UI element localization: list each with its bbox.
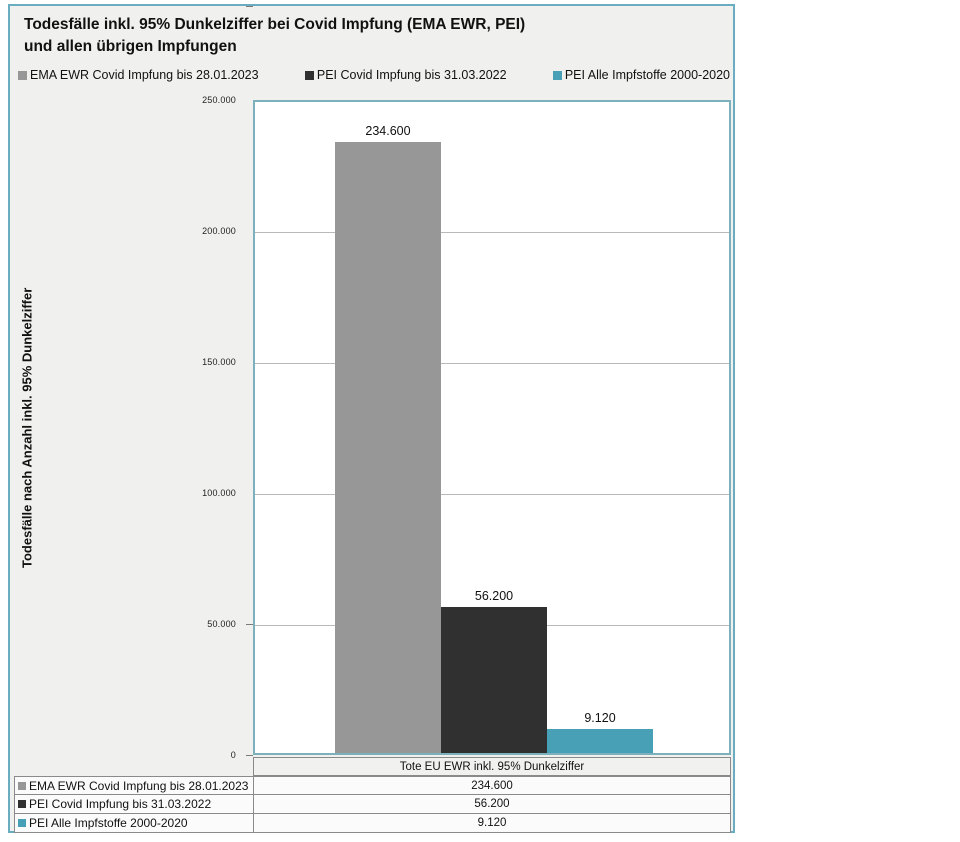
y-tick-label: 200.000	[202, 226, 236, 236]
legend-item-pei-alle: PEI Alle Impfstoffe 2000-2020	[552, 68, 730, 82]
legend-item-ema-ewr: EMA EWR Covid Impfung bis 28.01.2023	[18, 68, 259, 82]
legend-label: EMA EWR Covid Impfung bis 28.01.2023	[30, 68, 259, 82]
legend-swatch-gray-icon	[18, 70, 27, 80]
bar-ema-ewr-covid: 234.600	[335, 124, 441, 753]
table-row-label: EMA EWR Covid Impfung bis 28.01.2023	[29, 778, 249, 793]
legend-label: PEI Alle Impfstoffe 2000-2020	[564, 68, 730, 82]
bar-pei-alle-impfstoffe: 9.120	[547, 711, 653, 753]
chart-title-line-2: und allen übrigen Impfungen	[24, 38, 237, 55]
gridline-100000	[255, 494, 729, 495]
bar-value-label: 234.600	[365, 124, 411, 138]
legend-label: PEI Covid Impfung bis 31.03.2022	[316, 68, 507, 82]
chart-legend: EMA EWR Covid Impfung bis 28.01.2023 PEI…	[18, 67, 730, 83]
table-row: PEI Alle Impfstoffe 2000-2020 9.120	[14, 814, 731, 833]
bar-fill	[441, 607, 547, 753]
x-axis-category-cell: Tote EU EWR inkl. 95% Dunkelziffer	[253, 757, 731, 776]
table-row-label-cell: PEI Alle Impfstoffe 2000-2020	[15, 814, 254, 832]
table-row-label-cell: PEI Covid Impfung bis 31.03.2022	[15, 795, 254, 813]
legend-item-pei-covid: PEI Covid Impfung bis 31.03.2022	[304, 68, 507, 82]
bar-value-label: 9.120	[584, 711, 616, 725]
y-tick-label: 250.000	[202, 95, 236, 105]
table-row-label-cell: EMA EWR Covid Impfung bis 28.01.2023	[15, 777, 254, 794]
table-row: PEI Covid Impfung bis 31.03.2022 56.200	[14, 795, 731, 814]
data-table: EMA EWR Covid Impfung bis 28.01.2023 234…	[14, 776, 731, 833]
table-row: EMA EWR Covid Impfung bis 28.01.2023 234…	[14, 776, 731, 795]
y-tick-mark	[246, 6, 253, 7]
y-tick-mark	[246, 624, 253, 625]
plot-area: 234.600 56.200 9.120	[253, 100, 731, 755]
table-row-label: PEI Alle Impfstoffe 2000-2020	[29, 816, 188, 830]
bar-fill	[335, 142, 441, 753]
bar-fill	[547, 729, 653, 753]
legend-swatch-teal-icon	[552, 70, 562, 80]
table-swatch-gray-icon	[18, 781, 26, 790]
y-tick-label: 150.000	[202, 357, 236, 367]
y-tick-label: 50.000	[207, 619, 236, 629]
chart-panel: Todesfälle inkl. 95% Dunkelziffer bei Co…	[8, 4, 735, 833]
table-swatch-dark-icon	[18, 800, 26, 808]
table-row-value: 234.600	[471, 779, 513, 792]
gridline-150000	[255, 363, 729, 364]
table-swatch-teal-icon	[18, 819, 26, 827]
table-row-value: 9.120	[477, 817, 507, 829]
y-axis-tick-labels: 250.000 200.000 150.000 100.000 50.000 0	[10, 95, 246, 760]
table-row-value: 56.200	[474, 798, 510, 810]
chart-title: Todesfälle inkl. 95% Dunkelziffer bei Co…	[24, 14, 714, 58]
legend-swatch-dark-icon	[304, 70, 314, 80]
y-tick-label: 100.000	[202, 488, 236, 498]
gridline-200000	[255, 232, 729, 233]
y-tick-mark	[246, 755, 253, 756]
bar-value-label: 56.200	[474, 589, 514, 603]
chart-title-line-1: Todesfälle inkl. 95% Dunkelziffer bei Co…	[24, 16, 526, 33]
table-row-label: PEI Covid Impfung bis 31.03.2022	[29, 797, 212, 811]
y-tick-label: 0	[230, 750, 236, 760]
bar-pei-covid: 56.200	[441, 589, 547, 753]
